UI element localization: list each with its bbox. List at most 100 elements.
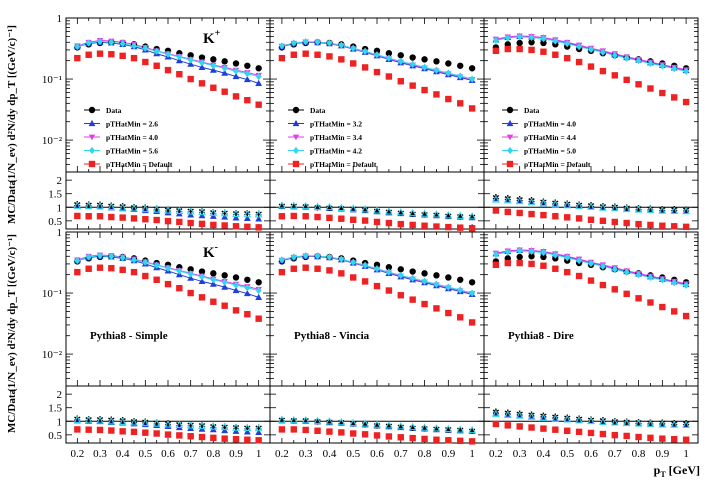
generator-annotation: Pythia8 - Simple: [90, 330, 168, 342]
ratio-point: ✱: [326, 417, 334, 427]
ratio-point: [153, 216, 160, 224]
mc-point: [504, 248, 511, 256]
ratio-point: [635, 433, 642, 441]
ratio-point: ✱: [456, 425, 464, 435]
mc-point: [611, 51, 618, 59]
ratio-point: ✱: [349, 418, 357, 428]
ratio-point: [563, 415, 572, 423]
ratio-point: ✱: [130, 202, 138, 212]
mc-point: [221, 69, 229, 76]
generator-annotation: Pythia8 - Dire: [508, 330, 574, 342]
ratio-point: [635, 220, 642, 228]
ratio-point: [671, 223, 678, 230]
ratio-point: ✱: [176, 420, 184, 430]
ratio-point: [130, 215, 138, 222]
ratio-point: ✱: [74, 200, 82, 210]
ratio-point: ✱: [587, 201, 595, 211]
mc-point: [278, 268, 286, 276]
data-point: [468, 65, 476, 72]
mc-point: [96, 264, 104, 271]
mc-point: [198, 294, 206, 301]
ratio-point: ✱: [244, 209, 252, 219]
ratio-point: [409, 221, 416, 229]
ratio-point: [243, 209, 252, 218]
mc-point: [255, 315, 262, 322]
data-point: [457, 62, 464, 69]
ratio-point: ✱: [373, 206, 381, 216]
ratio-point: [373, 420, 381, 428]
ratio-point: [515, 411, 524, 419]
mc-point: [176, 285, 183, 292]
ratio-point: ✱: [611, 416, 619, 426]
ratio-point: ✱: [397, 422, 405, 432]
mc-point: [187, 56, 194, 64]
data-point: [255, 279, 262, 286]
ratio-point: [396, 207, 405, 216]
mc-point: [647, 273, 654, 282]
ratio-point: [492, 409, 500, 418]
data-point: [409, 268, 416, 275]
ratio-point: [337, 419, 345, 426]
ratio-point: ✱: [221, 208, 229, 218]
ratio-point: [187, 433, 194, 440]
mc-point: [74, 256, 81, 265]
mc-point: [397, 78, 404, 85]
data-point: [457, 276, 464, 283]
mc-point: [198, 80, 206, 87]
ratio-point: [337, 203, 346, 211]
ratio-point: ✱: [142, 417, 150, 427]
ratio-point: [552, 426, 559, 433]
ratio-point: ✱: [397, 208, 405, 218]
ratio-point: [164, 431, 172, 438]
mc-point: [647, 59, 654, 68]
mc-point: [119, 254, 126, 262]
ratio-point: ✱: [232, 208, 240, 218]
ratio-point: ✱: [670, 205, 678, 215]
ratio-point: ✱: [119, 416, 127, 426]
ratio-point: [96, 426, 104, 434]
ratio-point: [232, 214, 240, 221]
x-tick-label: 0.2: [489, 448, 503, 460]
mc-point: [290, 51, 297, 58]
mc-point: [176, 53, 183, 61]
mc-point: [199, 273, 205, 281]
mc-point: [623, 54, 630, 62]
particle-label: K+: [203, 28, 221, 47]
ratio-point: ✱: [409, 423, 417, 433]
mc-point: [302, 252, 309, 260]
ratio-point: [575, 201, 583, 210]
ratio-point: [420, 209, 429, 217]
ratio-point: [338, 429, 345, 436]
ratio-point: [221, 435, 228, 442]
mc-point: [445, 95, 452, 103]
mc-point: [647, 85, 654, 92]
ratio-point: ✱: [659, 418, 667, 428]
ratio-point: [278, 417, 286, 424]
ratio-point: [503, 196, 512, 204]
mc-point: [164, 280, 172, 288]
ratio-point: [108, 213, 115, 221]
mc-point: [587, 63, 595, 70]
mc-point: [221, 278, 228, 286]
legend-marker: [292, 134, 300, 141]
ratio-point: [301, 201, 310, 210]
mc-point: [373, 68, 381, 76]
mc-point: [528, 260, 535, 268]
ratio-point: [186, 421, 195, 429]
mc-point: [576, 256, 583, 265]
ratio-point: [396, 421, 405, 430]
ratio-point: [659, 435, 666, 442]
ratio-point: [107, 204, 115, 211]
ratio-point: [385, 421, 393, 429]
mc-point: [350, 60, 357, 67]
mc-point: [635, 271, 642, 279]
ratio-point: [255, 437, 262, 444]
mc-point: [433, 305, 440, 312]
x-tick-label: 0.6: [584, 448, 598, 460]
spectrum-panel-frame: [483, 17, 699, 173]
x-tick-label: 1: [469, 448, 475, 460]
ratio-point: [658, 206, 667, 214]
data-point: [385, 264, 393, 271]
ratio-point: [96, 201, 104, 210]
mc-point: [232, 72, 240, 80]
